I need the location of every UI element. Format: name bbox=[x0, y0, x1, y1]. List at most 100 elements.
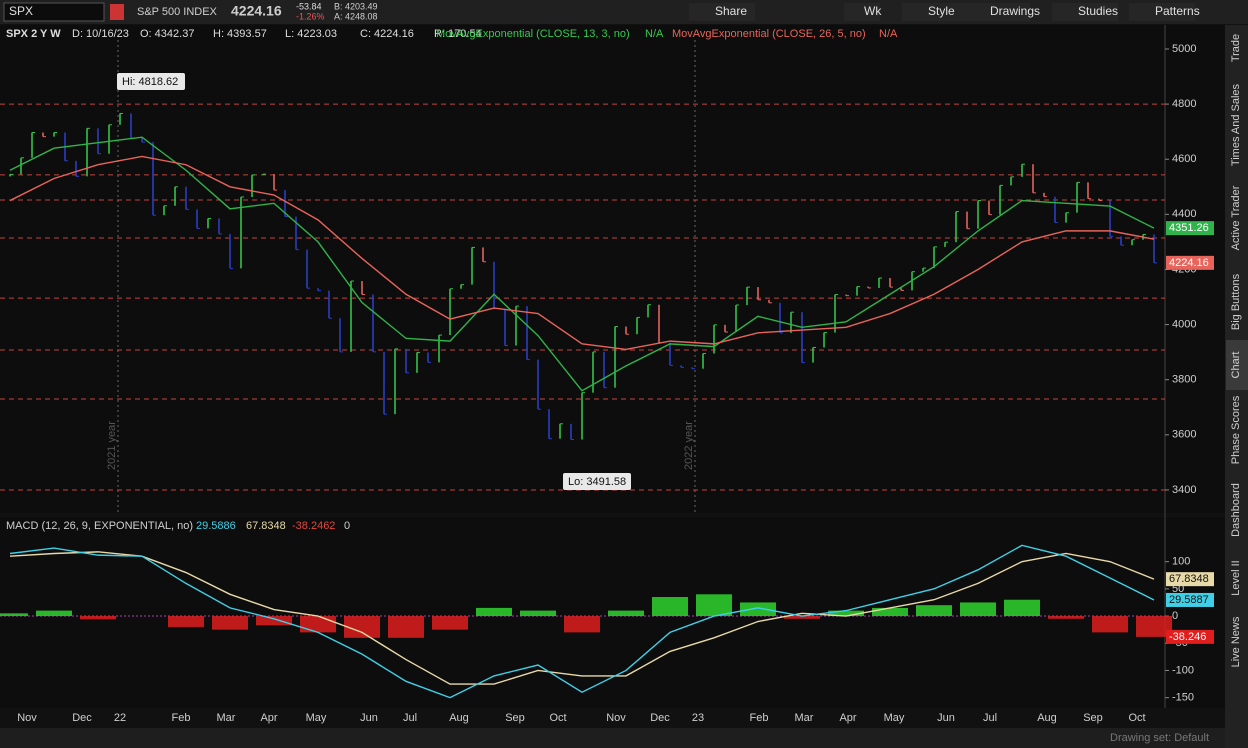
ema-line bbox=[9, 136, 1155, 392]
x-label: 22 bbox=[114, 712, 126, 724]
toolbar-button[interactable] bbox=[844, 3, 880, 21]
ask: A: 4248.08 bbox=[334, 11, 378, 21]
side-tab[interactable]: Live News bbox=[1230, 616, 1242, 667]
footer bbox=[0, 728, 1225, 748]
lo-label: Lo: 3491.58 bbox=[568, 476, 626, 488]
macd-hist bbox=[960, 602, 996, 617]
price-flag-label: 4224.16 bbox=[1169, 257, 1209, 269]
macd-hist bbox=[916, 605, 952, 617]
macd-flag bbox=[1166, 572, 1214, 587]
y-tick-label: 3800 bbox=[1172, 374, 1196, 386]
macd-tick-label: -150 bbox=[1172, 692, 1194, 704]
macd-hist bbox=[432, 616, 468, 630]
toolbar-button-label: Drawings bbox=[990, 4, 1040, 18]
macd-flag bbox=[1166, 592, 1214, 607]
x-label: Mar bbox=[217, 712, 236, 724]
hi-box bbox=[117, 73, 185, 90]
signal-line bbox=[9, 551, 1155, 685]
side-tab[interactable]: Chart bbox=[1230, 352, 1242, 379]
y-tick-label: 4800 bbox=[1172, 98, 1196, 110]
info-item: SPX 2 Y W bbox=[6, 28, 61, 40]
macd-hist bbox=[344, 616, 380, 638]
study-value: N/A bbox=[879, 28, 898, 40]
macd-flag-label: 67.8348 bbox=[1169, 573, 1209, 585]
hi-label: Hi: 4818.62 bbox=[122, 76, 178, 88]
x-label: Sep bbox=[505, 712, 525, 724]
x-label: May bbox=[884, 712, 905, 724]
change-pct: -1.26% bbox=[296, 11, 325, 21]
study-value: N/A bbox=[645, 28, 664, 40]
macd-hist bbox=[388, 616, 424, 638]
macd-hist bbox=[1136, 616, 1172, 637]
y-tick-label: 5000 bbox=[1172, 43, 1196, 55]
macd-hist bbox=[1092, 616, 1128, 633]
toolbar-button-label: Style bbox=[928, 4, 955, 18]
x-label: Oct bbox=[549, 712, 566, 724]
macd-legend: -38.2462 bbox=[292, 520, 335, 532]
change: -53.84 bbox=[296, 1, 322, 11]
price-flag-label: 4351.26 bbox=[1169, 222, 1209, 234]
macd-hist bbox=[652, 597, 688, 617]
macd-hist bbox=[784, 616, 820, 619]
y-tick-label: 4000 bbox=[1172, 318, 1196, 330]
side-tab[interactable]: Phase Scores bbox=[1230, 395, 1242, 464]
y-tick-label: 4600 bbox=[1172, 153, 1196, 165]
macd-legend: 67.8348 bbox=[246, 520, 286, 532]
toolbar-button[interactable] bbox=[1129, 3, 1195, 21]
y-tick-label: 3600 bbox=[1172, 429, 1196, 441]
price-flag bbox=[1166, 221, 1214, 236]
index-name: S&P 500 INDEX bbox=[137, 6, 218, 18]
side-tab[interactable]: Active Trader bbox=[1230, 185, 1242, 250]
x-label: Dec bbox=[650, 712, 670, 724]
x-label: Feb bbox=[172, 712, 191, 724]
info-item: L: 4223.03 bbox=[285, 28, 337, 40]
x-label: Nov bbox=[17, 712, 37, 724]
side-tab[interactable]: Big Buttons bbox=[1230, 273, 1242, 330]
macd-title: MACD (12, 26, 9, EXPONENTIAL, no) bbox=[6, 520, 193, 532]
macd-hist bbox=[520, 610, 556, 617]
side-tab[interactable]: Level II bbox=[1230, 560, 1242, 595]
side-tab[interactable]: Times And Sales bbox=[1230, 83, 1242, 166]
info-item: R: 170.54 bbox=[434, 28, 482, 40]
x-label: Jun bbox=[937, 712, 955, 724]
x-label: Sep bbox=[1083, 712, 1103, 724]
y-tick-label: 3400 bbox=[1172, 484, 1196, 496]
symbol-box[interactable] bbox=[3, 2, 105, 22]
macd-legend: 0 bbox=[344, 520, 350, 532]
x-label: Jun bbox=[360, 712, 378, 724]
side-tab[interactable]: Trade bbox=[1230, 34, 1242, 62]
macd-hist bbox=[872, 607, 908, 617]
toolbar-button-label: Share bbox=[715, 4, 747, 18]
x-label: Apr bbox=[260, 712, 277, 724]
info-item: O: 4342.37 bbox=[140, 28, 194, 40]
macd-hist bbox=[36, 610, 72, 617]
info-item: D: 10/16/23 bbox=[72, 28, 129, 40]
info-item: H: 4393.57 bbox=[213, 28, 267, 40]
macd-flag bbox=[1166, 629, 1214, 644]
macd-hist bbox=[828, 610, 864, 617]
bid: B: 4203.49 bbox=[334, 1, 378, 11]
macd-tick-label: -100 bbox=[1172, 664, 1194, 676]
side-tab[interactable]: Dashboard bbox=[1230, 483, 1242, 537]
toolbar bbox=[0, 0, 1248, 24]
toolbar-button[interactable] bbox=[1052, 3, 1118, 21]
toolbar-button[interactable] bbox=[689, 3, 755, 21]
x-label: Feb bbox=[750, 712, 769, 724]
symbol: SPX bbox=[9, 4, 33, 18]
ema-line bbox=[9, 155, 1155, 351]
x-label: Nov bbox=[606, 712, 626, 724]
macd-line bbox=[9, 544, 1155, 699]
macd-hist bbox=[256, 616, 292, 626]
macd-hist bbox=[740, 602, 776, 617]
macd-legend: 29.5886 bbox=[196, 520, 236, 532]
toolbar-button[interactable] bbox=[964, 3, 1030, 21]
x-label: Dec bbox=[72, 712, 92, 724]
macd-hist bbox=[608, 610, 644, 617]
x-label: 23 bbox=[692, 712, 704, 724]
macd-hist bbox=[696, 594, 732, 617]
toolbar-button[interactable] bbox=[902, 3, 968, 21]
x-label: Jul bbox=[983, 712, 997, 724]
toolbar-button-label: Patterns bbox=[1155, 4, 1200, 18]
x-label: Apr bbox=[839, 712, 856, 724]
